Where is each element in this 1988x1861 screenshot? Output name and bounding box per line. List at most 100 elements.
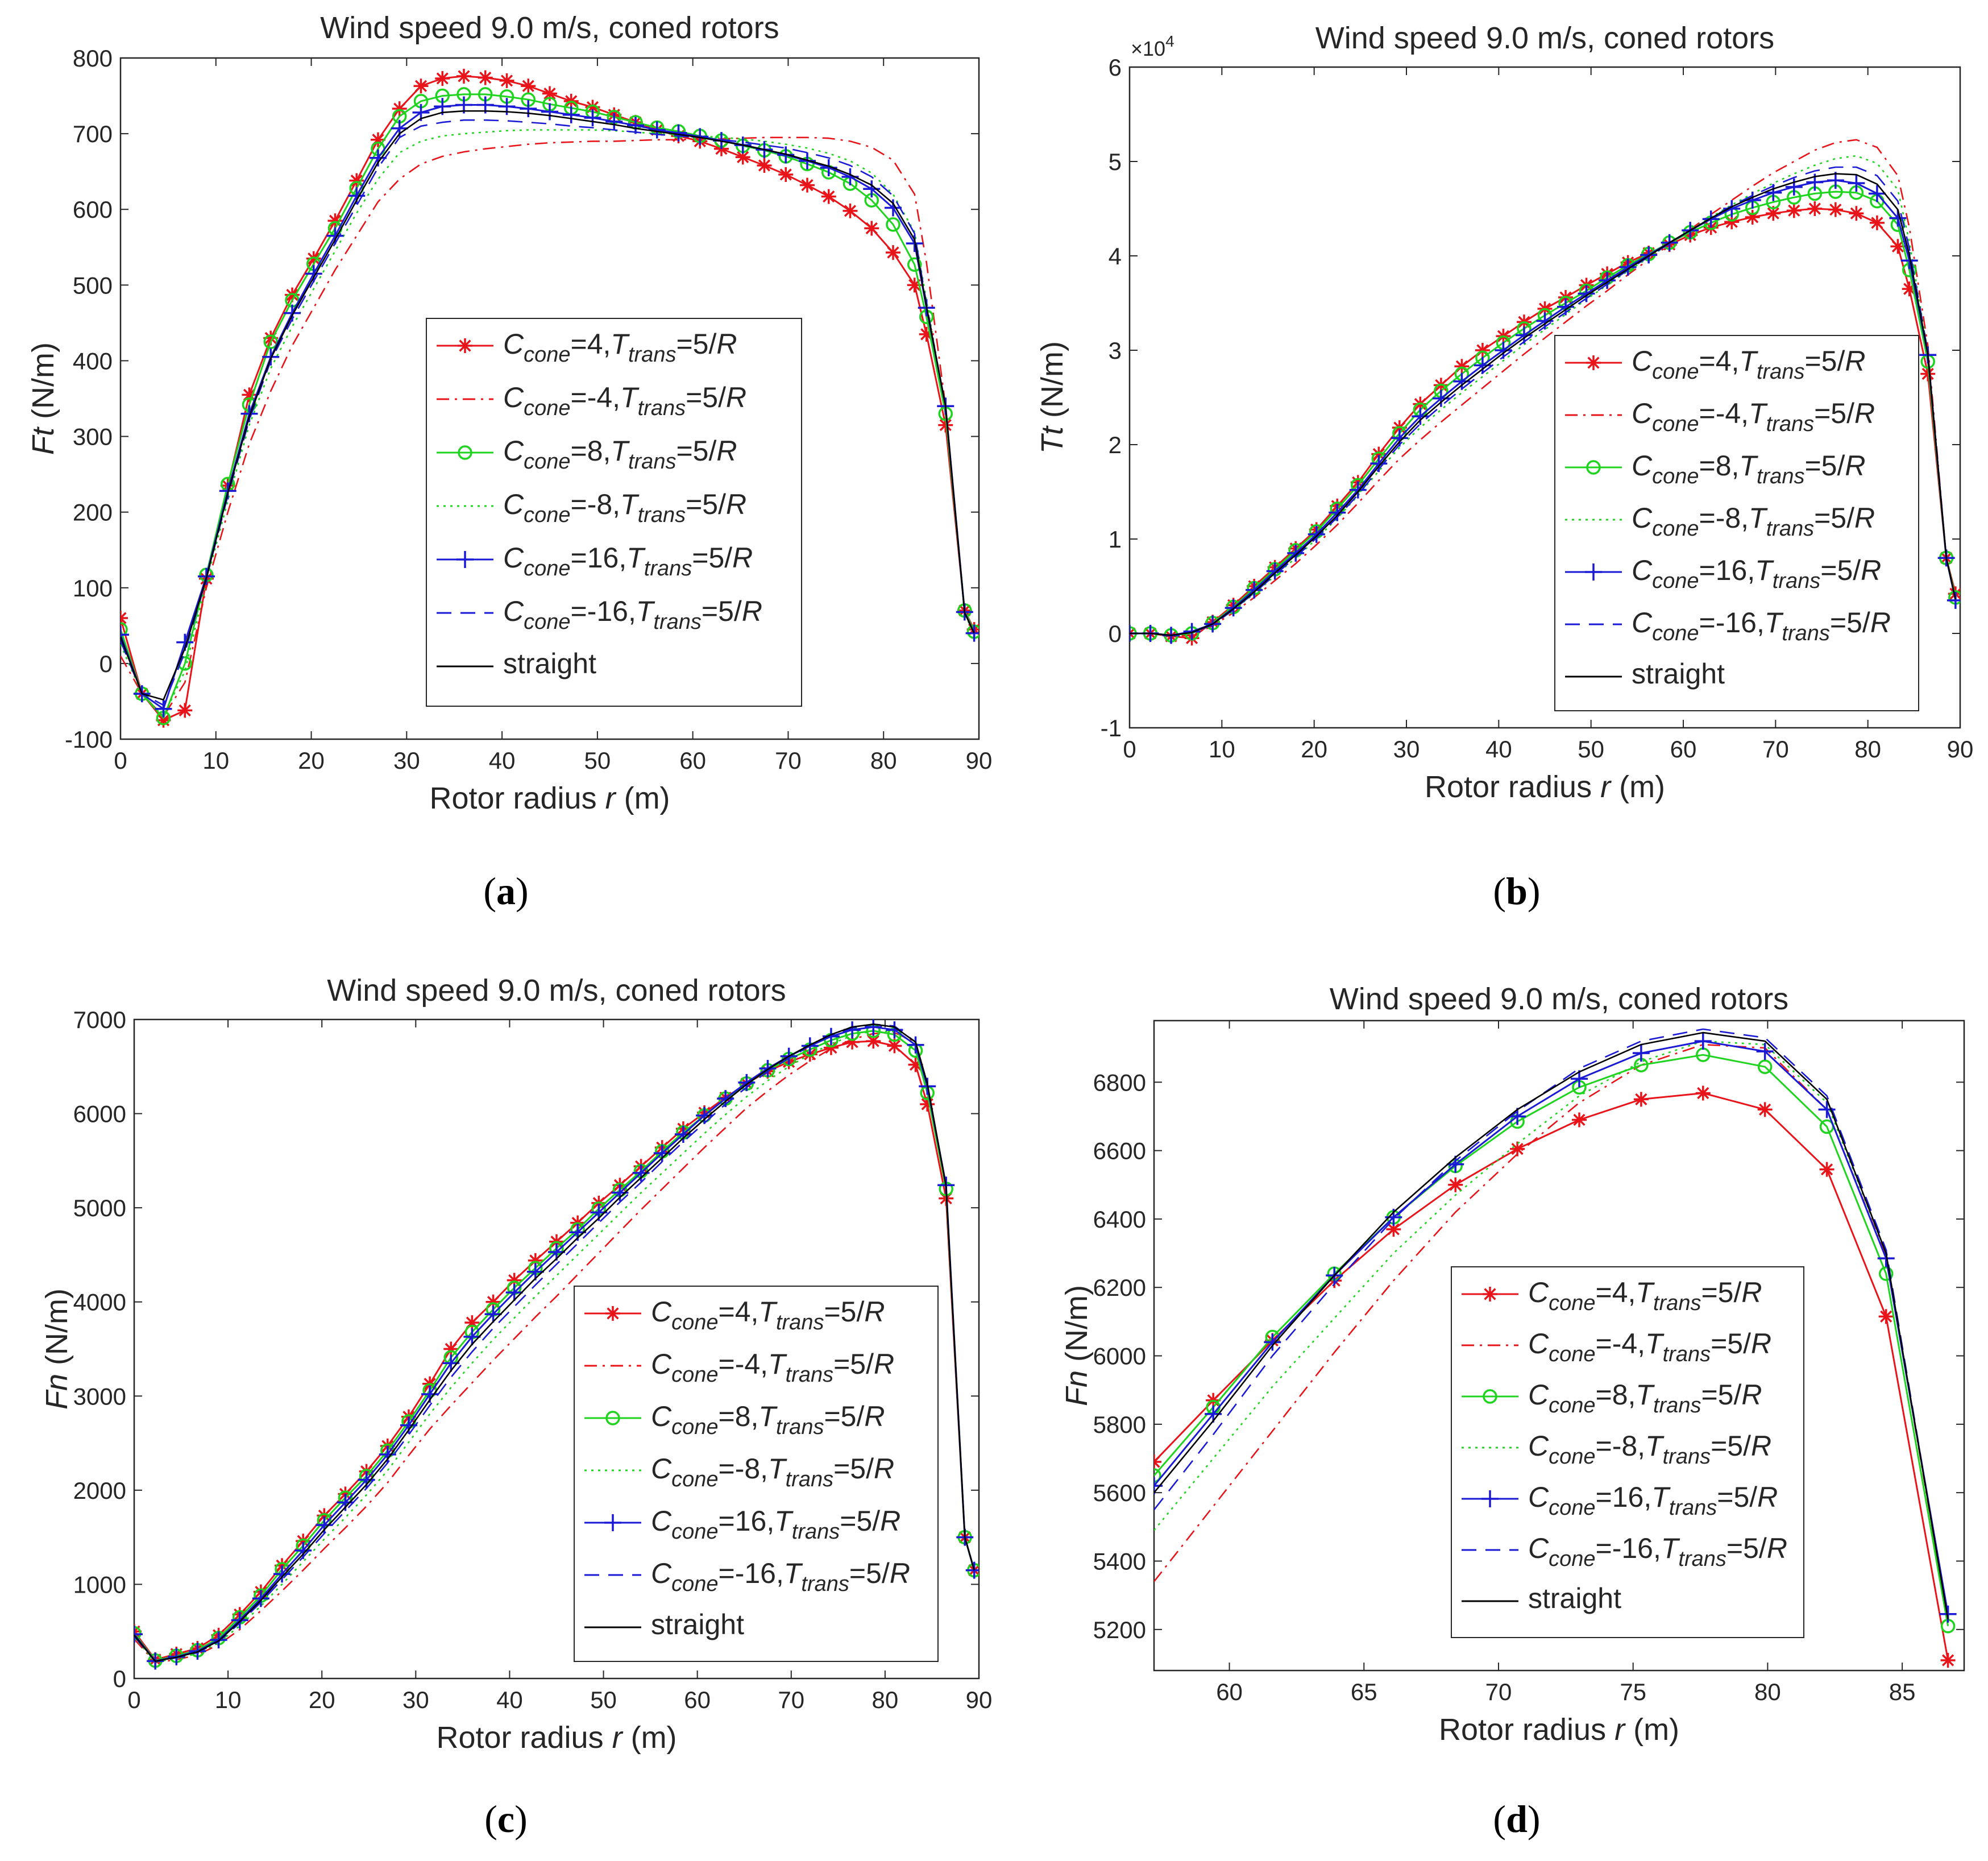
legend-label-s2: Ccone=-4,Ttrans=5/R (1632, 397, 1875, 436)
caption-paren: ( (484, 1797, 497, 1841)
legend-label-s5: Ccone=16,Ttrans=5/R (651, 1505, 900, 1544)
y-tick-label: 1 (1109, 526, 1122, 553)
legend-R: R (1854, 397, 1875, 429)
legend-T: T (1755, 554, 1774, 586)
y-tick-label: 5200 (1093, 1617, 1146, 1643)
data-point-s5 (696, 1106, 713, 1124)
legend-label-s6: Ccone=-16,Ttrans=5/R (1632, 607, 1891, 645)
data-point-s1 (1448, 1177, 1463, 1192)
exponent-label: ×104 (1131, 32, 1174, 60)
data-point-s1 (349, 173, 364, 188)
legend-C: C (503, 595, 524, 627)
data-point-s1 (1695, 1085, 1711, 1101)
legend-T: T (1636, 1276, 1655, 1308)
legend-C: C (651, 1348, 672, 1380)
legend-R: R (1845, 450, 1865, 482)
data-point-s5 (1765, 184, 1782, 201)
data-point-s5 (822, 1027, 840, 1045)
data-point-s1 (1828, 202, 1843, 217)
legend-label-s5: Ccone=16,Ttrans=5/R (1632, 554, 1881, 593)
data-point-s5 (121, 626, 129, 644)
x-tick-label: 80 (1854, 736, 1881, 762)
series-line-s4 (121, 129, 975, 718)
data-point-s5 (1848, 175, 1865, 192)
data-point-s1 (528, 1253, 543, 1268)
legend-sub-cone: cone (524, 557, 570, 581)
y-axis-label: Ft (N/m) (26, 342, 60, 455)
y-tick-label: 700 (73, 121, 113, 147)
x-tick-label: 10 (1209, 736, 1235, 762)
data-point-s1 (1807, 201, 1823, 216)
x-tick-label: 90 (966, 747, 993, 774)
series-line-s6 (134, 1023, 975, 1663)
panel-caption-3: (c) (484, 1797, 528, 1841)
data-point-s5 (1827, 172, 1844, 189)
legend-sub-trans: trans (1653, 1291, 1701, 1315)
legend-sub-cone: cone (671, 1363, 718, 1387)
legend-C: C (1528, 1276, 1549, 1308)
x-tick-label: 30 (402, 1686, 429, 1713)
legend-T: T (758, 1296, 778, 1328)
y-axis-label-unit: (N/m) (40, 1288, 74, 1365)
legend-R: R (726, 488, 746, 520)
data-point-s1 (800, 177, 815, 193)
data-point-s5 (326, 227, 344, 244)
data-point-s1 (908, 1057, 923, 1072)
legend-R: R (874, 1453, 894, 1485)
legend-R: R (864, 1400, 885, 1432)
data-point-s5 (1264, 1333, 1281, 1351)
x-axis-label-unit: (m) (1625, 1713, 1679, 1747)
legend-T: T (768, 1348, 787, 1380)
series-line-s2 (121, 136, 975, 718)
series-line-s5 (1154, 1040, 1949, 1614)
legend-sub-cone: cone (524, 503, 570, 527)
legend-T: T (620, 382, 640, 413)
legend-eq: =16, (571, 542, 627, 574)
legend-marker-s3 (605, 1411, 620, 1425)
y-axis-label-var: Tt (1035, 418, 1069, 454)
x-tick-label: 70 (775, 747, 802, 774)
y-axis-label-unit: (N/m) (26, 342, 60, 419)
data-point-s1 (1510, 1141, 1525, 1157)
data-point-s1 (542, 86, 557, 101)
data-point-s1 (842, 203, 858, 218)
y-axis-label: Fn (N/m) (40, 1288, 74, 1410)
legend-eq: =-4, (1596, 1328, 1646, 1360)
data-point-s5 (1308, 525, 1325, 543)
x-tick-label: 80 (1754, 1678, 1781, 1705)
x-tick-label: 10 (202, 747, 229, 774)
x-axis-label-var: r (1615, 1713, 1626, 1747)
data-point-s5 (885, 199, 902, 217)
chart-panel-1: 0 10 20 30 40 50 60 70 80 90-10001002003004005006… (26, 11, 992, 815)
legend-sub-trans: trans (801, 1572, 849, 1596)
x-tick-label: 80 (870, 747, 897, 774)
y-tick-label: 0 (1109, 620, 1122, 647)
data-point-s1 (521, 78, 536, 94)
legend-T: T (1765, 607, 1784, 639)
data-point-s1 (920, 1097, 935, 1112)
legend-sub-cone: cone (524, 343, 570, 367)
data-point-s5 (1632, 1045, 1650, 1062)
y-tick-label: 6800 (1093, 1069, 1146, 1096)
legend-R: R (880, 1505, 900, 1537)
legend-label-s1: Ccone=4,Ttrans=5/R (503, 328, 737, 367)
y-axis-label-var: Fn (1060, 1362, 1094, 1406)
data-point-s1 (1869, 215, 1885, 230)
legend-tail: =5/ (1717, 1481, 1757, 1513)
data-point-s3 (121, 622, 128, 637)
legend-eq: =8, (719, 1400, 759, 1432)
legend-T: T (1739, 345, 1758, 377)
y-tick-label: 7000 (73, 1006, 126, 1033)
legend-label-s4: Ccone=-8,Ttrans=5/R (1632, 502, 1875, 541)
legend-marker-s3 (458, 445, 472, 460)
legend-C: C (1632, 450, 1653, 482)
legend-sub-trans: trans (776, 1415, 824, 1439)
legend-sub-trans: trans (638, 503, 686, 527)
data-point-s1 (907, 277, 922, 293)
legend-sub-trans: trans (1669, 1496, 1717, 1520)
legend-label-s3: Ccone=8,Ttrans=5/R (1528, 1379, 1762, 1417)
caption-paren: ( (1493, 869, 1506, 913)
data-point-s5 (965, 624, 979, 642)
x-axis-label: Rotor radius r (m) (1439, 1713, 1679, 1747)
data-point-s1 (1786, 203, 1802, 218)
